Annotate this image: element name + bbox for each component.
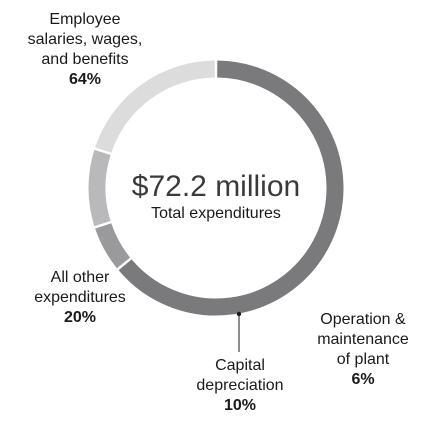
slice-operation-maintenance <box>95 222 131 269</box>
slice-employee-salaries <box>118 60 344 316</box>
slice-percent: 6% <box>351 371 375 388</box>
center-total-value: $72.2 million <box>131 170 301 203</box>
slice-label-operation: Operation & maintenance of plant 6% <box>298 310 428 390</box>
slice-label-other: All other expenditures 20% <box>15 268 145 328</box>
slice-label-employee: Employee salaries, wages, and benefits 6… <box>0 10 170 90</box>
slice-all-other <box>95 60 216 153</box>
slice-percent: 10% <box>223 397 257 414</box>
slice-percent: 64% <box>68 71 102 88</box>
slice-capital-depreciation <box>88 149 111 227</box>
slice-name: Capital depreciation <box>196 357 284 394</box>
slice-label-capital: Capital depreciation 10% <box>180 356 300 416</box>
center-total-label: Total expenditures <box>151 205 281 222</box>
slice-name: Employee salaries, wages, and benefits <box>27 11 143 68</box>
slice-name: All other expenditures <box>34 269 126 306</box>
slice-name: Operation & maintenance of plant <box>317 311 409 368</box>
slice-percent: 20% <box>63 309 97 326</box>
capital-leader-dot <box>236 311 242 317</box>
